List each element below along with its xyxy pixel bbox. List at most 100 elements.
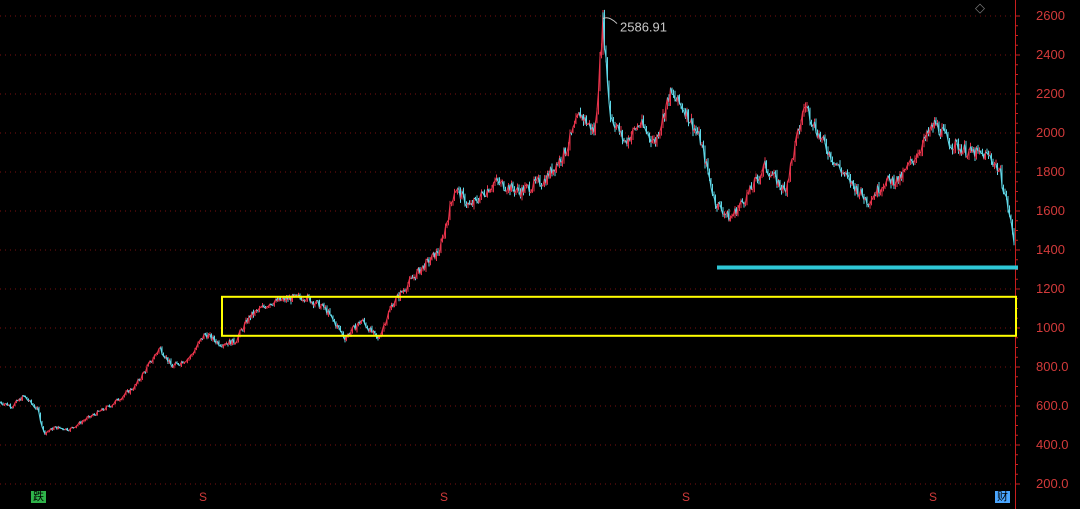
s-marker[interactable]: S	[440, 490, 449, 504]
price-segment	[41, 426, 45, 431]
price-segment	[462, 194, 466, 205]
price-segment	[514, 189, 517, 194]
price-segment	[447, 203, 451, 220]
price-segment	[643, 126, 646, 129]
price-segment	[663, 105, 667, 119]
price-segment	[997, 169, 1000, 173]
price-segment	[128, 388, 132, 394]
price-segment	[716, 202, 720, 209]
price-segment	[311, 301, 315, 306]
price-segment	[259, 306, 262, 309]
price-segment	[428, 260, 431, 264]
price-segment	[88, 415, 91, 418]
price-segment	[561, 147, 565, 162]
price-segment	[224, 342, 227, 346]
highlight-box	[221, 295, 1017, 337]
price-segment	[558, 158, 562, 164]
price-segment	[581, 114, 585, 122]
price-segment	[392, 303, 396, 308]
price-segment	[454, 190, 457, 194]
price-segment	[359, 320, 362, 324]
price-segment	[791, 157, 794, 160]
s-marker[interactable]: S	[199, 490, 208, 504]
price-segment	[713, 195, 717, 206]
price-segment	[340, 330, 343, 334]
price-segment	[977, 150, 980, 152]
price-segment	[807, 108, 811, 122]
price-segment	[813, 121, 817, 133]
price-segment	[773, 171, 776, 175]
price-segment	[455, 188, 458, 192]
price-segment	[481, 191, 484, 194]
price-segment	[705, 161, 709, 172]
price-segment	[475, 198, 478, 202]
price-segment	[710, 187, 714, 195]
price-segment	[835, 163, 838, 166]
price-segment	[614, 125, 617, 129]
price-segment	[1007, 208, 1011, 216]
price-segment	[777, 180, 781, 188]
price-segment	[172, 364, 175, 369]
price-segment	[61, 427, 64, 430]
price-segment	[800, 112, 804, 123]
price-segment	[369, 327, 373, 333]
price-segment	[939, 127, 943, 138]
price-segment	[107, 405, 110, 408]
price-segment	[163, 355, 166, 359]
price-segment	[878, 191, 881, 195]
grid-lines	[0, 15, 1015, 485]
price-segment	[960, 150, 964, 155]
price-segment	[319, 305, 322, 309]
price-segment	[23, 395, 26, 398]
price-segment	[659, 125, 663, 132]
price-segment	[1001, 186, 1005, 193]
price-segment	[330, 315, 334, 320]
price-segment	[365, 326, 368, 329]
price-segment	[927, 129, 931, 135]
price-segment	[404, 289, 407, 292]
price-segment	[1, 403, 4, 406]
price-segment	[871, 197, 874, 201]
price-segment	[712, 194, 715, 196]
s-marker[interactable]: S	[929, 490, 938, 504]
diamond-icon[interactable]: ◇	[975, 0, 985, 15]
price-segment	[803, 106, 806, 109]
price-segment	[630, 128, 634, 136]
price-segment	[429, 254, 433, 261]
price-segment	[578, 111, 582, 119]
price-segment	[657, 131, 661, 138]
price-segment	[575, 114, 578, 118]
price-segment	[1011, 231, 1015, 243]
price-segment	[142, 371, 145, 374]
price-segment	[792, 143, 796, 159]
price-segment	[39, 421, 43, 427]
price-segment	[701, 144, 705, 149]
price-segment	[915, 153, 919, 159]
price-segment	[118, 399, 121, 402]
price-segment	[529, 191, 532, 194]
price-segment	[152, 355, 156, 360]
price-segment	[280, 298, 283, 302]
price-segment	[434, 250, 438, 259]
price-segment	[443, 226, 447, 238]
price-segment	[377, 336, 380, 339]
price-segment	[401, 290, 404, 293]
price-segment	[572, 123, 576, 128]
price-segment	[25, 396, 28, 400]
price-segment	[254, 309, 257, 312]
s-marker[interactable]: S	[682, 490, 691, 504]
price-segment	[252, 310, 256, 316]
finance-marker[interactable]: 财	[995, 490, 1010, 503]
fall-marker[interactable]: 跌	[31, 490, 46, 503]
price-segment	[956, 142, 960, 152]
price-segment	[883, 185, 886, 188]
price-segment	[191, 352, 194, 355]
price-segment	[8, 404, 11, 408]
price-segment	[188, 355, 191, 359]
price-segment	[530, 188, 533, 193]
price-segment	[485, 188, 489, 197]
price-segment	[327, 310, 331, 315]
price-segment	[875, 185, 879, 196]
price-segment	[179, 361, 183, 366]
y-tick-label: 600.0	[1036, 398, 1069, 413]
